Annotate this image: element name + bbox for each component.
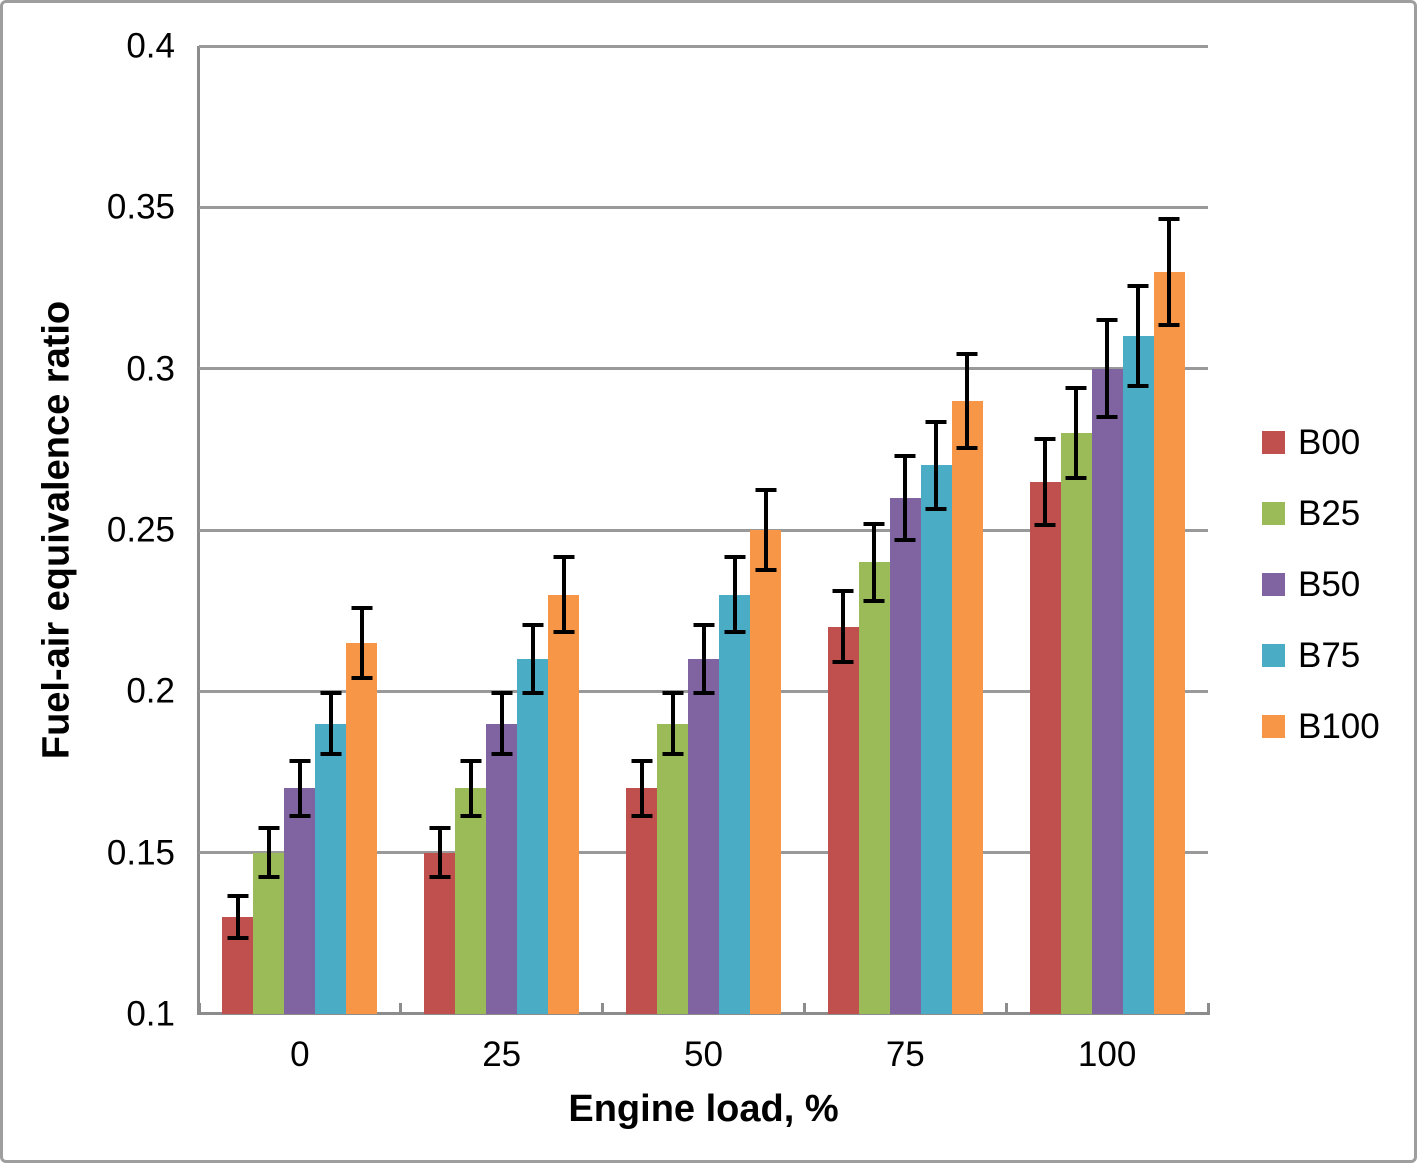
bar-B00-load25 [424, 852, 456, 1014]
bar-B25-load25 [455, 788, 487, 1014]
x-tick-label: 0 [290, 1035, 310, 1074]
error-bar [517, 46, 548, 1014]
error-bar [1061, 46, 1092, 1014]
x-axis-tick [601, 1003, 605, 1014]
bar-B75-load0 [315, 723, 347, 1014]
legend-swatch-B75 [1262, 644, 1285, 667]
y-tick-label: 0.2 [126, 671, 175, 711]
bar-B25-load0 [253, 852, 285, 1014]
error-bar [548, 46, 579, 1014]
gridline [199, 44, 1208, 48]
error-bar [688, 46, 719, 1014]
bar-B50-load0 [284, 788, 316, 1014]
legend-item-B00: B00 [1262, 407, 1380, 478]
plot-area [197, 44, 1210, 1015]
bar-B100-load0 [346, 642, 378, 1014]
y-tick-label: 0.35 [106, 187, 175, 227]
error-bar [626, 46, 657, 1014]
x-tick-label: 75 [885, 1035, 925, 1074]
gridline [199, 528, 1208, 532]
error-bar [719, 46, 750, 1014]
x-tick-label: 25 [482, 1035, 522, 1074]
bar-B50-load25 [486, 723, 518, 1014]
bar-B25-load75 [858, 562, 890, 1014]
legend-swatch-B00 [1262, 431, 1285, 454]
error-bar [1030, 46, 1061, 1014]
bar-B100-load75 [951, 400, 983, 1014]
bar-B75-load25 [517, 659, 549, 1014]
error-bar [1154, 46, 1185, 1014]
x-axis-tick [1004, 1003, 1008, 1014]
bar-B25-load100 [1060, 433, 1092, 1014]
bar-B75-load100 [1122, 336, 1154, 1014]
error-bar [346, 46, 377, 1014]
x-axis-title: Engine load, % [568, 1088, 839, 1130]
error-bar [828, 46, 859, 1014]
legend-label: B75 [1298, 636, 1361, 675]
legend-label: B100 [1298, 707, 1380, 746]
legend-item-B100: B100 [1262, 691, 1380, 762]
error-bar [921, 46, 952, 1014]
bar-B100-load50 [750, 530, 781, 1014]
legend-label: B25 [1298, 494, 1361, 533]
legend-swatch-B25 [1262, 502, 1285, 525]
error-bar [859, 46, 890, 1014]
x-axis-tick [1206, 1003, 1210, 1014]
error-bar [486, 46, 517, 1014]
legend-item-B75: B75 [1262, 620, 1380, 691]
y-tick-label: 0.4 [126, 26, 175, 66]
gridline [199, 367, 1208, 371]
gridline [199, 205, 1208, 209]
y-tick-label: 0.3 [126, 349, 175, 389]
error-bar [284, 46, 315, 1014]
x-axis-tick [399, 1003, 403, 1014]
legend-item-B25: B25 [1262, 478, 1380, 549]
bar-B50-load75 [889, 497, 921, 1014]
y-axis-line [197, 46, 200, 1015]
error-bar [890, 46, 921, 1014]
legend-label: B00 [1298, 423, 1361, 462]
x-tick-label: 100 [1077, 1035, 1137, 1074]
legend-swatch-B50 [1262, 573, 1285, 596]
y-tick-label: 0.1 [126, 994, 175, 1034]
bar-B25-load50 [657, 723, 688, 1014]
error-bar [1123, 46, 1154, 1014]
bar-B50-load100 [1091, 368, 1123, 1014]
x-tick-label: 50 [684, 1035, 723, 1074]
error-bar [657, 46, 688, 1014]
error-bar [750, 46, 781, 1014]
bar-B50-load50 [688, 659, 719, 1014]
error-bar [952, 46, 983, 1014]
error-bar [253, 46, 284, 1014]
legend: B00 B25 B50 B75 B100 [1262, 407, 1380, 762]
legend-item-B50: B50 [1262, 549, 1380, 620]
error-bar [424, 46, 455, 1014]
bar-B00-load75 [827, 626, 859, 1014]
bar-B00-load50 [626, 788, 657, 1014]
error-bar [222, 46, 253, 1014]
bar-B75-load50 [719, 594, 750, 1014]
error-bar [315, 46, 346, 1014]
y-tick-label: 0.15 [106, 833, 175, 873]
bar-B100-load25 [548, 594, 580, 1014]
bar-B75-load75 [920, 465, 952, 1014]
legend-swatch-B100 [1262, 715, 1285, 738]
y-tick-label: 0.25 [106, 510, 175, 550]
error-bar [1092, 46, 1123, 1014]
bar-B100-load100 [1153, 271, 1185, 1014]
x-axis-tick [197, 1003, 201, 1014]
x-axis-tick [802, 1003, 806, 1014]
legend-label: B50 [1298, 565, 1361, 604]
bar-B00-load100 [1029, 481, 1061, 1014]
error-bar [455, 46, 486, 1014]
